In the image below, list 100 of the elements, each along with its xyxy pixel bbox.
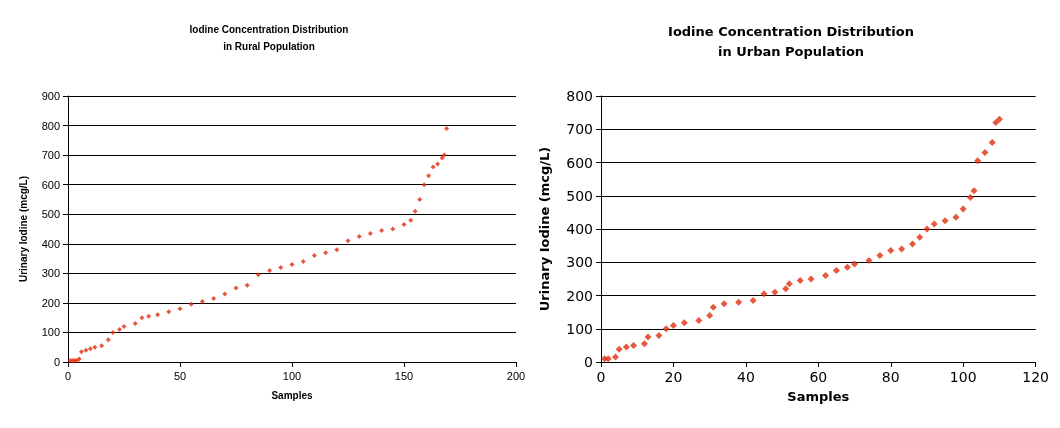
point <box>426 173 432 179</box>
point <box>78 349 84 355</box>
point <box>771 288 779 296</box>
y-tick-label: 0 <box>584 354 593 370</box>
point <box>735 298 743 306</box>
point <box>311 253 317 259</box>
point <box>865 257 873 265</box>
point <box>255 272 261 278</box>
point <box>444 126 450 132</box>
x-tick-label: 0 <box>596 369 606 385</box>
point <box>278 264 284 270</box>
point <box>916 233 924 241</box>
point <box>345 238 351 244</box>
point <box>121 324 127 330</box>
point <box>669 321 677 329</box>
point <box>622 343 630 351</box>
point <box>92 344 98 350</box>
chart-title: Iodine Concentration Distribution in Urban Population <box>668 23 914 59</box>
x-tick-label: 150 <box>394 369 414 382</box>
y-tick-label: 900 <box>41 90 60 102</box>
point <box>367 230 373 236</box>
y-tick-label: 100 <box>566 320 593 337</box>
y-axis-title: Urinary Iodine (mcg/L) <box>17 175 29 283</box>
point <box>390 226 396 232</box>
point <box>430 164 436 170</box>
point <box>233 285 239 291</box>
point <box>908 240 916 248</box>
x-tick-label: 60 <box>809 369 828 385</box>
y-tick-label: 400 <box>41 237 60 250</box>
point <box>188 301 194 307</box>
point <box>139 315 145 321</box>
point <box>222 291 228 297</box>
point <box>941 217 949 225</box>
point <box>644 333 652 341</box>
point <box>441 152 447 158</box>
point <box>930 220 938 228</box>
point <box>782 285 790 293</box>
point <box>822 272 830 280</box>
point <box>421 182 427 188</box>
point <box>970 187 978 195</box>
point <box>995 115 1003 123</box>
x-tick-label: 20 <box>664 369 683 385</box>
point <box>408 217 414 223</box>
point <box>611 353 619 361</box>
point <box>720 300 728 308</box>
y-tick-label: 300 <box>41 267 60 280</box>
point <box>662 325 670 333</box>
point <box>177 306 183 312</box>
point <box>83 347 89 353</box>
point <box>630 341 638 349</box>
point <box>412 208 418 214</box>
point <box>876 252 884 260</box>
point <box>695 316 703 324</box>
y-tick-label: 200 <box>566 287 593 304</box>
point <box>923 225 931 233</box>
point <box>435 161 441 167</box>
x-tick-label: 100 <box>949 369 977 385</box>
point <box>966 193 974 201</box>
point <box>952 213 960 221</box>
point <box>655 331 663 339</box>
point <box>851 260 859 268</box>
point <box>680 319 688 327</box>
point <box>155 312 161 318</box>
point <box>898 245 906 253</box>
point <box>843 263 851 271</box>
point <box>356 233 362 239</box>
point <box>87 346 93 352</box>
x-tick-label: 80 <box>881 369 900 385</box>
point <box>401 222 407 228</box>
point <box>300 259 306 265</box>
x-axis-title: Samples <box>787 389 850 404</box>
y-tick-label: 0 <box>53 356 60 368</box>
x-axis-title: Samples <box>271 389 313 401</box>
y-tick-label: 100 <box>41 326 60 339</box>
point <box>146 313 152 319</box>
point <box>417 196 423 202</box>
point <box>832 267 840 275</box>
y-tick-label: 700 <box>41 149 60 162</box>
y-tick-label: 800 <box>566 88 593 104</box>
point <box>760 290 768 298</box>
y-tick-label: 700 <box>566 121 593 138</box>
y-axis-title: Urinary Iodine (mcg/L) <box>537 146 552 312</box>
point <box>323 250 329 256</box>
point <box>267 267 273 273</box>
point <box>992 119 1000 127</box>
point <box>796 277 804 285</box>
x-tick-label: 40 <box>736 369 755 385</box>
point <box>199 298 205 304</box>
point <box>110 329 116 335</box>
x-tick-label: 100 <box>282 369 302 382</box>
x-tick-label: 200 <box>506 369 526 382</box>
point <box>974 157 982 165</box>
x-tick-label: 0 <box>64 369 72 382</box>
chart-title: Iodine Concentration Distribution in Rural Population <box>189 24 349 52</box>
point <box>117 326 123 332</box>
point <box>887 247 895 255</box>
point <box>211 295 217 301</box>
point <box>289 261 295 267</box>
point <box>105 337 111 343</box>
point <box>379 227 385 233</box>
